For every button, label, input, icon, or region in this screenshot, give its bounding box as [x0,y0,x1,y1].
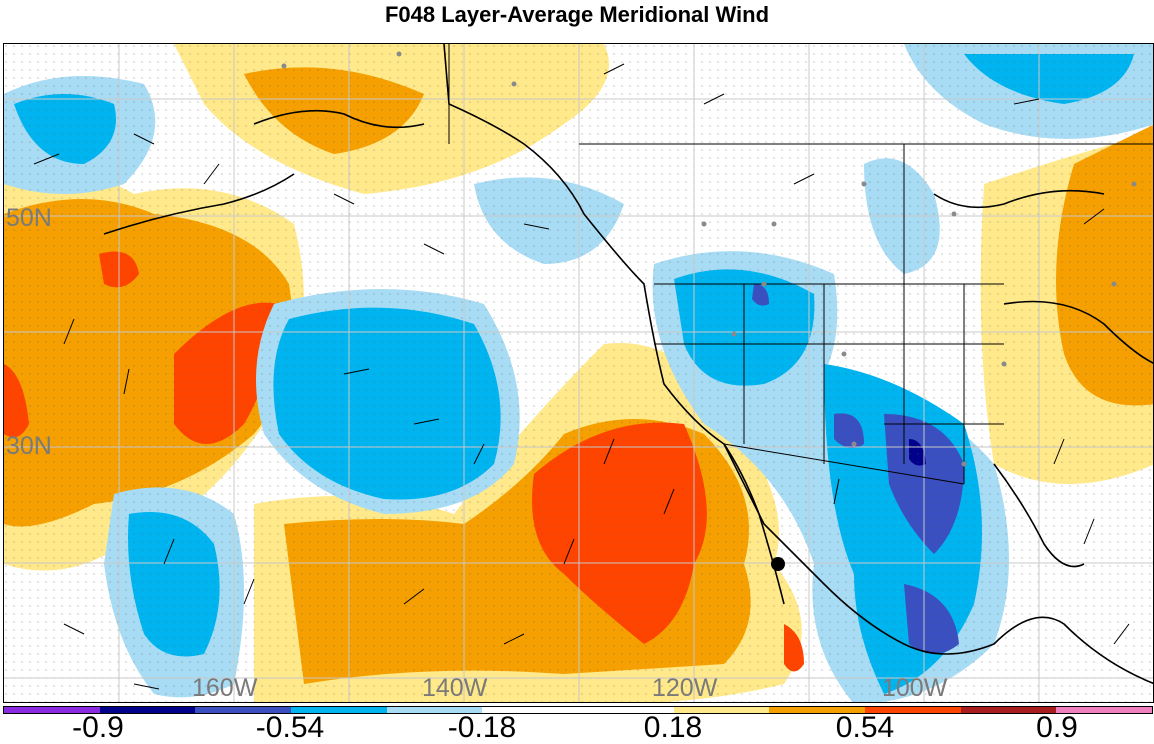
colorbar-swatch [960,707,1057,713]
lat-label-30n: 30N [6,432,52,460]
station-dots [281,51,1137,467]
colorbar-swatch [195,707,292,713]
map-panel: 50N 30N 160W 140W 120W 100W [3,43,1154,703]
colorbar-swatch [578,707,674,713]
colorbar-swatch [386,707,483,713]
colorbar-ticks: -0.9 -0.54 -0.18 0.18 0.54 0.9 [0,712,1154,743]
colorbar-swatch [99,707,196,713]
lon-label-160w: 160W [192,674,258,702]
colorbar-swatch [673,707,770,713]
coastlines [103,44,1153,685]
wind-field-svg [4,44,1153,702]
colorbar-tick: 0.9 [1036,711,1078,744]
colorbar-swatch [769,707,866,713]
colorbar-swatch [865,707,961,713]
lon-label-120w: 120W [652,674,718,702]
lon-label-100w: 100W [882,674,948,702]
colorbar-tick: 0.18 [643,711,703,744]
colorbar-swatch [1056,707,1153,713]
lat-lon-grid [4,44,1153,702]
colorbar-tick: -0.54 [255,711,325,744]
colorbar-tick: -0.18 [447,711,517,744]
colorbar-swatch [291,707,387,713]
colorbar-tick: -0.9 [72,711,124,744]
colorbar [3,706,1153,714]
political-borders [448,44,1153,485]
lat-label-50n: 50N [6,204,52,232]
map-title: F048 Layer-Average Meridional Wind [384,2,770,27]
wind-barbs [33,63,1130,690]
colorbar-swatch [482,707,579,713]
hurricane-marker [771,557,785,571]
lon-label-140w: 140W [422,674,488,702]
colorbar-tick: 0.54 [835,711,895,744]
colorbar-swatch [4,707,100,713]
